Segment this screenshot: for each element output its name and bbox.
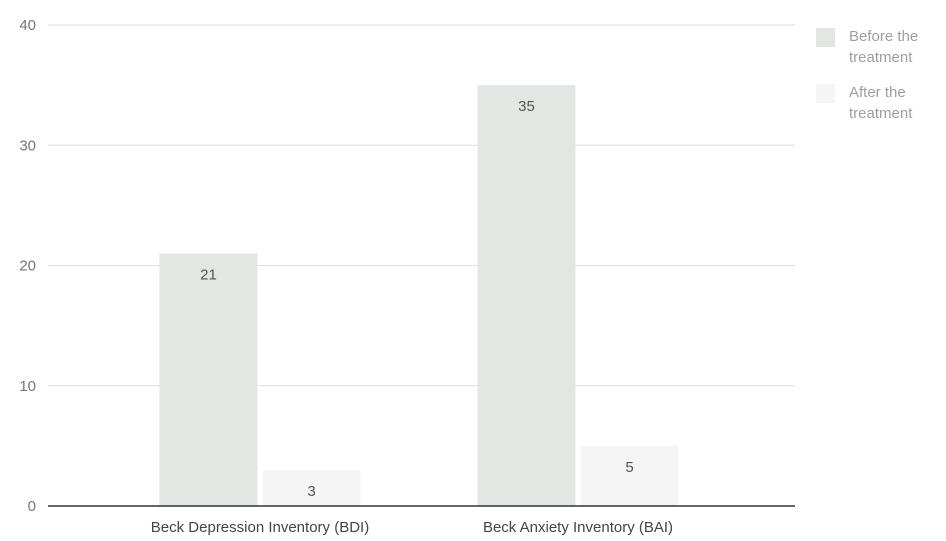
bar-data-label: 3 (307, 483, 315, 500)
category-labels: Beck Depression Inventory (BDI) Beck Anxi… (151, 519, 673, 536)
y-tick-label: 30 (19, 137, 36, 154)
bar[interactable] (580, 445, 679, 506)
bar[interactable] (477, 85, 576, 506)
y-tick-label: 20 (19, 258, 36, 275)
legend: Before the treatment After the treatment (816, 26, 944, 138)
legend-item-before[interactable]: Before the treatment (816, 26, 944, 68)
x-category-label: Beck Depression Inventory (BDI) (151, 519, 369, 536)
legend-swatch-after (816, 84, 835, 103)
legend-swatch-before (816, 28, 835, 47)
y-tick-label: 10 (19, 378, 36, 395)
bar-data-label: 21 (200, 266, 217, 283)
bar-data-label: 5 (625, 459, 633, 476)
bar[interactable] (159, 253, 258, 506)
y-tick-label: 40 (19, 17, 36, 34)
bar[interactable] (262, 469, 361, 506)
bars: 21 3 35 5 (159, 85, 679, 506)
legend-label-after: After the treatment (849, 84, 913, 122)
x-category-label: Beck Anxiety Inventory (BAI) (483, 519, 673, 536)
y-axis-ticks: 0 10 20 30 40 (19, 17, 36, 515)
legend-item-after[interactable]: After the treatment (816, 82, 944, 124)
bar-data-label: 35 (518, 98, 535, 115)
y-tick-label: 0 (28, 498, 36, 515)
legend-label-before: Before the treatment (849, 28, 919, 66)
